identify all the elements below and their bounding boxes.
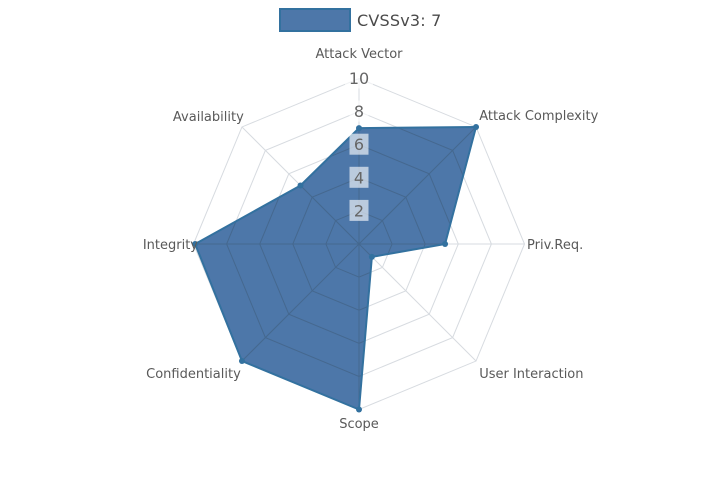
vertex-marker-confidentiality [238, 358, 245, 365]
axis-label-integrity: Integrity [143, 238, 198, 253]
vertex-marker-attack-complexity [473, 123, 480, 130]
axis-label-user-interaction: User Interaction [479, 367, 583, 382]
axis-label-attack-complexity: Attack Complexity [479, 109, 598, 124]
vertex-marker-scope [356, 406, 362, 413]
radar-ring [325, 210, 393, 278]
legend-swatch [279, 8, 351, 32]
vertex-marker-user-interaction [368, 253, 375, 260]
axis-label-attack-vector: Attack Vector [315, 47, 403, 62]
tick-box-2 [349, 199, 369, 221]
tick-label-2: 2 [354, 201, 364, 220]
chart-legend: CVSSv3: 7 [279, 8, 442, 32]
vertex-marker-availability [297, 182, 304, 189]
tick-label-8: 8 [354, 102, 364, 121]
legend-label: CVSSv3: 7 [357, 10, 442, 30]
tick-label-6: 6 [354, 135, 364, 154]
radar-spoke [358, 126, 477, 245]
radar-ring [292, 177, 426, 311]
axis-label-confidentiality: Confidentiality [146, 367, 241, 382]
tick-box-6 [349, 133, 369, 155]
axis-label-availability: Availability [173, 110, 244, 125]
tick-label-10: 10 [349, 69, 369, 88]
tick-box-8 [349, 100, 369, 122]
tick-label-4: 4 [354, 168, 364, 187]
tick-box-4 [349, 166, 369, 188]
vertex-marker-attack-vector [356, 125, 362, 132]
vertex-marker-priv-req [442, 241, 449, 247]
radar-spoke [358, 243, 477, 362]
vertex-marker-integrity [192, 241, 199, 247]
axis-label-scope: Scope [339, 417, 379, 432]
axis-label-priv-req: Priv.Req. [527, 238, 583, 253]
radar-spoke [241, 243, 360, 362]
tick-box-10 [345, 67, 373, 89]
